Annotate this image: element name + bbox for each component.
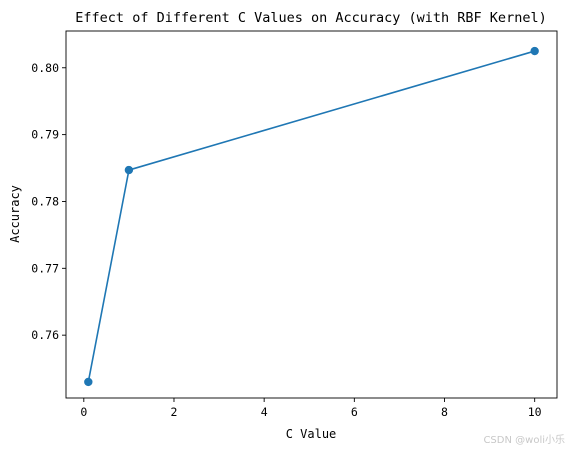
x-tick-label: 4 — [261, 405, 268, 419]
x-axis-label: C Value — [286, 427, 337, 441]
watermark: CSDN @woli小乐 — [483, 435, 565, 446]
y-axis-label: Accuracy — [8, 185, 22, 243]
data-point — [530, 46, 539, 56]
y-tick-label: 0.78 — [31, 194, 59, 208]
y-tick-label: 0.76 — [31, 328, 59, 342]
data-point — [124, 165, 134, 175]
y-tick-label: 0.80 — [31, 61, 59, 75]
y-tick-label: 0.79 — [31, 128, 59, 142]
x-tick-label: 10 — [528, 405, 542, 419]
series-line — [87, 50, 535, 383]
data-point — [84, 377, 93, 387]
x-tick-label: 6 — [351, 405, 358, 419]
y-tick-label: 0.77 — [31, 261, 59, 275]
x-axis: 0 2 4 6 8 10 — [80, 398, 542, 419]
x-tick-label: 8 — [441, 405, 448, 419]
y-axis: 0.76 0.77 0.78 0.79 0.80 — [31, 61, 66, 342]
chart-title: Effect of Different C Values on Accuracy… — [75, 10, 546, 26]
x-tick-label: 2 — [171, 405, 178, 419]
x-tick-label: 0 — [80, 405, 87, 419]
series-layer — [84, 46, 539, 387]
plot-frame — [65, 30, 558, 399]
